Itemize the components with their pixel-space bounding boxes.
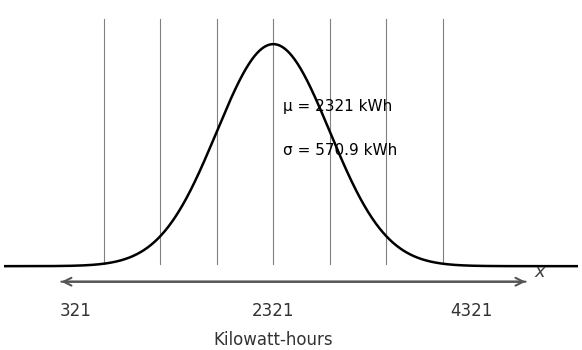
Text: Kilowatt-hours: Kilowatt-hours [214, 330, 333, 349]
Text: 4321: 4321 [450, 302, 492, 320]
Text: μ = 2321 kWh: μ = 2321 kWh [283, 99, 393, 114]
Text: 2321: 2321 [252, 302, 294, 320]
Text: σ = 570.9 kWh: σ = 570.9 kWh [283, 143, 398, 158]
Text: 321: 321 [59, 302, 91, 320]
Text: x: x [534, 263, 545, 281]
